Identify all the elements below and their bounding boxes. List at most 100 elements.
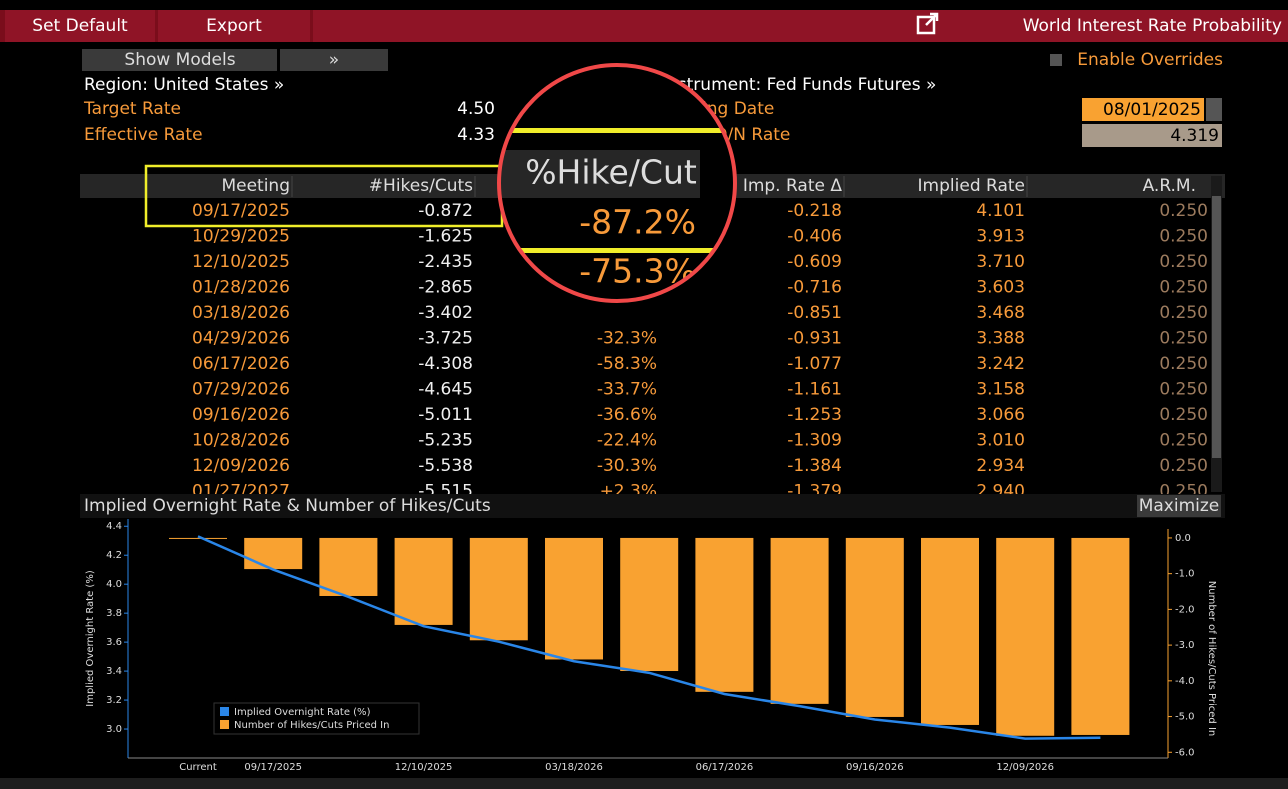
legend-label: Implied Overnight Rate (%) bbox=[234, 707, 371, 718]
cell: 09/17/2025 bbox=[192, 201, 290, 221]
cell: 04/29/2026 bbox=[192, 329, 290, 349]
y-tick-label: 3.6 bbox=[106, 637, 122, 648]
bar bbox=[1071, 537, 1130, 735]
button[interactable] bbox=[280, 49, 388, 71]
export-icon bbox=[916, 12, 939, 35]
cell: 0.250 bbox=[1159, 227, 1208, 247]
button[interactable] bbox=[158, 10, 310, 42]
bar bbox=[620, 537, 679, 672]
region-link[interactable]: Region: United States » bbox=[84, 75, 284, 95]
lens-ring bbox=[497, 63, 737, 303]
lens-header-text: %Hike/Cut bbox=[525, 153, 697, 192]
y2-tick-label: 0.0 bbox=[1175, 533, 1191, 544]
bar bbox=[319, 537, 378, 596]
checkbox-label[interactable]: Enable Overrides bbox=[1077, 50, 1223, 70]
y2-tick-label: -3.0 bbox=[1175, 640, 1195, 651]
date-picker[interactable] bbox=[1206, 98, 1222, 121]
cell: 0.250 bbox=[1159, 431, 1208, 451]
cell: 3.010 bbox=[976, 431, 1025, 451]
cell: -36.6% bbox=[597, 405, 657, 425]
cell: -4.308 bbox=[418, 354, 473, 374]
button-label[interactable]: Maximize bbox=[1139, 496, 1220, 516]
cell: 3.242 bbox=[976, 354, 1025, 374]
x-tick-label: 06/17/2026 bbox=[696, 762, 754, 773]
cell: 0.250 bbox=[1159, 354, 1208, 374]
cell: -0.406 bbox=[787, 227, 842, 247]
field-value[interactable]: 08/01/2025 bbox=[1103, 100, 1201, 120]
cell: -0.716 bbox=[787, 278, 842, 298]
cell: 0.250 bbox=[1159, 303, 1208, 323]
x-tick-label: Current bbox=[179, 762, 217, 773]
cell: 3.468 bbox=[976, 303, 1025, 323]
cell: 0.250 bbox=[1159, 278, 1208, 298]
field-value: 4.50 bbox=[457, 99, 495, 119]
bar bbox=[244, 537, 303, 570]
instrument-link[interactable]: Instrument: Fed Funds Futures » bbox=[662, 75, 936, 95]
cell: -30.3% bbox=[597, 456, 657, 476]
y2-tick-label: -5.0 bbox=[1175, 712, 1195, 723]
y-tick-label: 3.0 bbox=[106, 724, 122, 735]
cell: 07/29/2026 bbox=[192, 380, 290, 400]
x-tick-label: 03/18/2026 bbox=[545, 762, 603, 773]
cell: -0.931 bbox=[787, 329, 842, 349]
chart-header bbox=[80, 494, 1225, 518]
y-tick-label: 3.2 bbox=[106, 695, 122, 706]
cell: 2.934 bbox=[976, 456, 1025, 476]
cell: -1.077 bbox=[787, 354, 842, 374]
cell: 4.101 bbox=[976, 201, 1025, 221]
button[interactable] bbox=[5, 10, 155, 42]
cell: 0.250 bbox=[1159, 329, 1208, 349]
x-tick-label: 12/10/2025 bbox=[395, 762, 453, 773]
cell: -5.235 bbox=[418, 431, 473, 451]
y-axis-label: Implied Overnight Rate (%) bbox=[85, 570, 96, 707]
date-input[interactable] bbox=[1082, 98, 1204, 121]
cell: 0.250 bbox=[1159, 482, 1208, 502]
checkbox[interactable] bbox=[1050, 54, 1062, 66]
cell: -2.435 bbox=[418, 252, 473, 272]
cell: -5.515 bbox=[418, 482, 473, 502]
cell: -0.851 bbox=[787, 303, 842, 323]
column-header: Meeting bbox=[221, 176, 290, 196]
button-label[interactable]: Export bbox=[206, 16, 262, 36]
cell: -4.645 bbox=[418, 380, 473, 400]
button[interactable] bbox=[1137, 495, 1221, 517]
cell: 10/28/2026 bbox=[192, 431, 290, 451]
button[interactable] bbox=[82, 49, 277, 71]
button-label[interactable]: » bbox=[329, 50, 339, 70]
cell: 3.913 bbox=[976, 227, 1025, 247]
cell: 2.940 bbox=[976, 482, 1025, 502]
cell: 0.250 bbox=[1159, 405, 1208, 425]
bar bbox=[845, 537, 904, 717]
button-label[interactable]: Show Models bbox=[124, 50, 235, 70]
cell: -58.3% bbox=[597, 354, 657, 374]
cell: 01/27/2027 bbox=[192, 482, 290, 502]
field-label: Target Rate bbox=[83, 99, 181, 119]
legend-swatch bbox=[220, 720, 229, 729]
lens-header bbox=[499, 150, 700, 198]
cell: 10/29/2025 bbox=[192, 227, 290, 247]
y2-axis-label: Number of Hikes/Cuts Priced In bbox=[1206, 581, 1217, 736]
cell: -3.725 bbox=[418, 329, 473, 349]
y2-tick-label: -6.0 bbox=[1175, 747, 1195, 758]
x-tick-label: 12/09/2026 bbox=[996, 762, 1054, 773]
cell: 0.250 bbox=[1159, 380, 1208, 400]
window-title: World Interest Rate Probability bbox=[1023, 16, 1282, 36]
cell: 01/28/2026 bbox=[192, 278, 290, 298]
cell: 3.388 bbox=[976, 329, 1025, 349]
cell: 09/16/2026 bbox=[192, 405, 290, 425]
magnifier: %Hike/Cut -87.2% -75.3% bbox=[497, 63, 737, 303]
cell: 3.158 bbox=[976, 380, 1025, 400]
cell: 0.250 bbox=[1159, 201, 1208, 221]
cell: 12/09/2026 bbox=[192, 456, 290, 476]
y-tick-label: 4.0 bbox=[106, 579, 122, 590]
scroll-thumb[interactable] bbox=[1212, 196, 1221, 458]
legend-label: Number of Hikes/Cuts Priced In bbox=[234, 720, 389, 731]
bar bbox=[469, 537, 528, 641]
cell: -1.309 bbox=[787, 431, 842, 451]
field-label: Effective Rate bbox=[84, 125, 203, 145]
cell: -1.161 bbox=[787, 380, 842, 400]
cell: 06/17/2026 bbox=[192, 354, 290, 374]
button-label[interactable]: Set Default bbox=[32, 16, 128, 36]
bar bbox=[545, 537, 603, 660]
cell: -33.7% bbox=[597, 380, 657, 400]
